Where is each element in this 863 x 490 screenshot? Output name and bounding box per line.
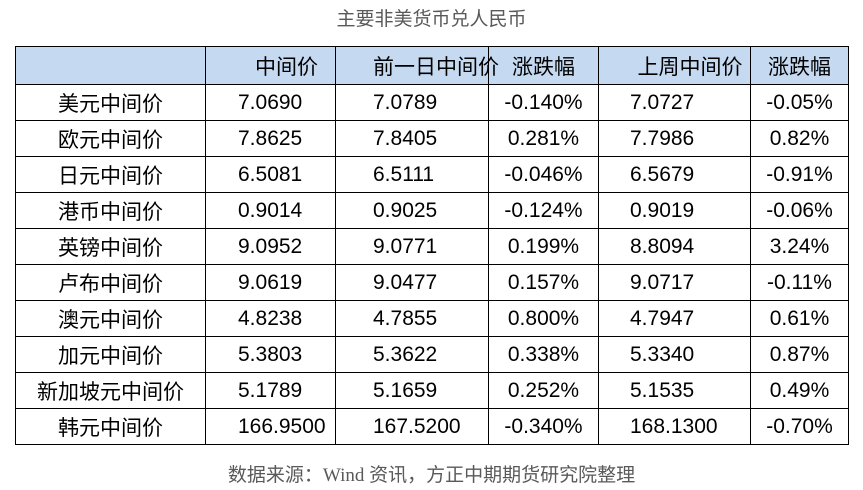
cell: -0.06% <box>750 192 849 229</box>
table-row: 美元中间价 7.0690 7.0789 -0.140% 7.0727 -0.05% <box>15 84 849 121</box>
cell: 7.0690 <box>205 84 336 121</box>
cell: 欧元中间价 <box>15 120 206 157</box>
cell: 0.9014 <box>205 192 336 229</box>
cell: 加元中间价 <box>15 336 206 373</box>
cell: 7.0789 <box>335 84 489 121</box>
cell: 0.252% <box>488 372 599 409</box>
header-cell: 涨跌幅 <box>488 46 599 85</box>
cell: 0.49% <box>750 372 849 409</box>
cell: -0.140% <box>488 84 599 121</box>
cell: 7.0727 <box>598 84 751 121</box>
cell: 7.7986 <box>598 120 751 157</box>
header-row: 中间价 前一日中间价 涨跌幅 上周中间价 涨跌幅 <box>15 46 849 85</box>
table-row: 新加坡元中间价 5.1789 5.1659 0.252% 5.1535 0.49% <box>15 372 849 409</box>
cell: 0.338% <box>488 336 599 373</box>
cell: 166.9500 <box>205 408 336 445</box>
cell: 美元中间价 <box>15 84 206 121</box>
table-row: 澳元中间价 4.8238 4.7855 0.800% 4.7947 0.61% <box>15 300 849 337</box>
header-cell <box>15 46 206 85</box>
table-row: 加元中间价 5.3803 5.3622 0.338% 5.3340 0.87% <box>15 336 849 373</box>
cell: 3.24% <box>750 228 849 265</box>
cell: 韩元中间价 <box>15 408 206 445</box>
cell: 港币中间价 <box>15 192 206 229</box>
source-note: 数据来源：Wind 资讯，方正中期期货研究院整理 <box>227 465 636 486</box>
cell: 7.8405 <box>335 120 489 157</box>
cell: 4.7947 <box>598 300 751 337</box>
cell: 6.5111 <box>335 156 489 193</box>
cell: 9.0717 <box>598 264 751 301</box>
cell: 4.7855 <box>335 300 489 337</box>
cell: 0.9025 <box>335 192 489 229</box>
cell: 卢布中间价 <box>15 264 206 301</box>
cell: 英镑中间价 <box>15 228 206 265</box>
header-cell: 前一日中间价 <box>335 46 499 85</box>
cell: 日元中间价 <box>15 156 206 193</box>
cell: 0.61% <box>750 300 849 337</box>
cell: 7.8625 <box>205 120 336 157</box>
header-cell: 上周中间价 <box>598 46 751 85</box>
cell: 6.5679 <box>598 156 751 193</box>
cell: 5.1535 <box>598 372 751 409</box>
table-row: 韩元中间价 166.9500 167.5200 -0.340% 168.1300 -0.7… <box>15 408 849 445</box>
cell: 167.5200 <box>335 408 489 445</box>
cell: 5.1789 <box>205 372 336 409</box>
cell: 9.0619 <box>205 264 336 301</box>
cell: 0.82% <box>750 120 849 157</box>
table-row: 日元中间价 6.5081 6.5111 -0.046% 6.5679 -0.91% <box>15 156 849 193</box>
cell: 6.5081 <box>205 156 336 193</box>
cell: 5.1659 <box>335 372 489 409</box>
cell: -0.340% <box>488 408 599 445</box>
header-cell: 中间价 <box>205 46 336 85</box>
cell: 0.157% <box>488 264 599 301</box>
cell: 168.1300 <box>598 408 751 445</box>
table-row: 英镑中间价 9.0952 9.0771 0.199% 8.8094 3.24% <box>15 228 849 265</box>
cell: 5.3340 <box>598 336 751 373</box>
table-row: 港币中间价 0.9014 0.9025 -0.124% 0.9019 -0.06% <box>15 192 849 229</box>
table-row: 欧元中间价 7.8625 7.8405 0.281% 7.7986 0.82% <box>15 120 849 157</box>
cell: 4.8238 <box>205 300 336 337</box>
cell: 新加坡元中间价 <box>15 372 206 409</box>
cell: 5.3803 <box>205 336 336 373</box>
data-table: 中间价 前一日中间价 涨跌幅 上周中间价 涨跌幅 美元中间价 7.0690 7.0789 -0.… <box>15 46 849 445</box>
cell: -0.91% <box>750 156 849 193</box>
cell: -0.046% <box>488 156 599 193</box>
cell: -0.124% <box>488 192 599 229</box>
cell: 9.0477 <box>335 264 489 301</box>
cell: 澳元中间价 <box>15 300 206 337</box>
cell: 0.87% <box>750 336 849 373</box>
header-cell: 涨跌幅 <box>750 46 849 85</box>
cell: 9.0952 <box>205 228 336 265</box>
title: 主要非美货币兑人民币 <box>336 9 527 30</box>
cell: 0.9019 <box>598 192 751 229</box>
table-row: 卢布中间价 9.0619 9.0477 0.157% 9.0717 -0.11% <box>15 264 849 301</box>
cell: -0.11% <box>750 264 849 301</box>
cell: 9.0771 <box>335 228 489 265</box>
cell: -0.05% <box>750 84 849 121</box>
cell: 5.3622 <box>335 336 489 373</box>
cell: 8.8094 <box>598 228 751 265</box>
cell: 0.199% <box>488 228 599 265</box>
cell: -0.70% <box>750 408 849 445</box>
cell: 0.800% <box>488 300 599 337</box>
cell: 0.281% <box>488 120 599 157</box>
